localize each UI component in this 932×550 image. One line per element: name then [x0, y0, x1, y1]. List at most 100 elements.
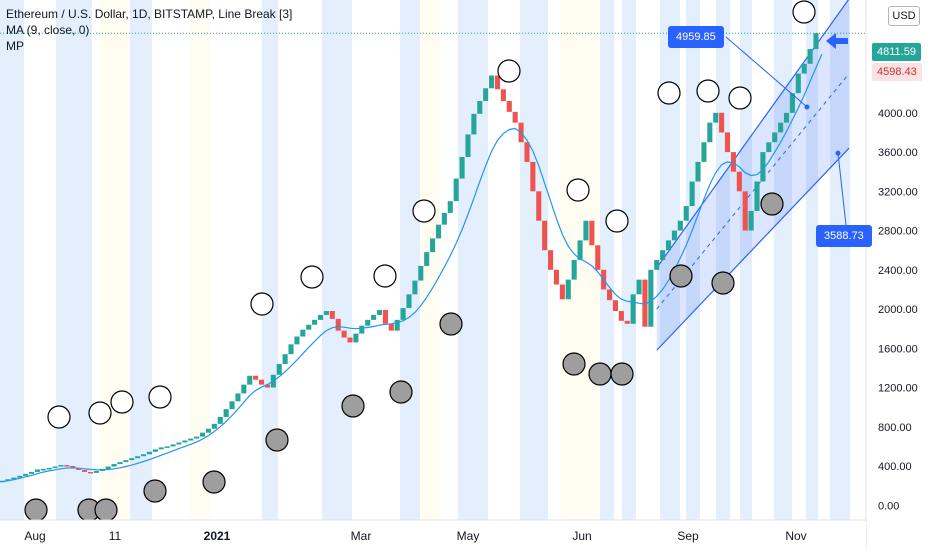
brick-up	[141, 454, 147, 457]
brick-up	[577, 240, 583, 260]
arrow-left-icon	[826, 33, 848, 49]
time-tick-label: Jun	[572, 529, 591, 543]
annotation-circles	[24, 0, 816, 522]
last-price-tag: 4811.59	[872, 43, 921, 61]
brick-up	[447, 201, 453, 213]
lower-callout-connector	[837, 153, 847, 226]
open-circle-marker	[657, 81, 681, 105]
session-band	[0, 0, 24, 520]
filled-circle-marker	[439, 312, 463, 336]
brick-up	[182, 440, 188, 443]
filled-circle-marker	[143, 479, 167, 503]
price-tick-label: 800.00	[878, 422, 912, 434]
brick-up	[665, 240, 672, 251]
brick-up	[188, 438, 194, 441]
open-circle-marker	[497, 59, 521, 83]
brick-down	[618, 311, 624, 321]
session-band	[774, 0, 792, 520]
session-band	[400, 0, 420, 520]
filled-circle-marker	[588, 362, 612, 386]
brick-up	[807, 49, 813, 64]
brick-up	[23, 473, 29, 476]
brick-up	[194, 436, 200, 439]
brick-up	[317, 314, 324, 320]
brick-down	[500, 89, 506, 102]
lower-channel-callout[interactable]: 3588.73	[816, 225, 872, 247]
time-tick-label: May	[457, 529, 480, 543]
filled-circle-marker	[94, 498, 118, 522]
time-axis-background	[0, 520, 866, 550]
lower-callout-dot	[835, 150, 841, 156]
price-tick-label: 4000.00	[878, 108, 918, 120]
session-band	[130, 0, 152, 520]
brick-up	[748, 210, 754, 231]
brick-up	[701, 142, 707, 162]
upper-callout-connector	[725, 36, 808, 108]
brick-down	[553, 269, 560, 285]
time-tick-label: Nov	[785, 529, 806, 543]
currency-button[interactable]: USD	[888, 6, 920, 26]
price-tick-label: 1200.00	[878, 383, 918, 395]
brick-down	[624, 320, 630, 324]
price-axis-background	[866, 0, 932, 550]
time-tick-label: Mar	[351, 529, 372, 543]
brick-up	[483, 88, 489, 102]
session-band	[740, 0, 752, 520]
brick-up	[306, 324, 312, 330]
brick-up	[58, 465, 64, 467]
session-band	[56, 0, 92, 520]
brick-down	[70, 466, 76, 468]
brick-down	[258, 379, 265, 385]
session-bands	[0, 0, 850, 520]
brick-up	[465, 134, 471, 157]
filled-circle-marker	[669, 264, 693, 288]
brick-up	[754, 181, 760, 211]
brick-up	[46, 468, 52, 470]
brick-up	[406, 294, 412, 309]
brick-down	[335, 318, 341, 331]
session-band	[600, 0, 614, 520]
price-tick-label: 2400.00	[878, 265, 918, 277]
brick-up	[435, 224, 442, 239]
brick-up	[28, 471, 35, 474]
ma-line	[1, 53, 823, 483]
brick-down	[642, 279, 648, 327]
brick-up	[636, 279, 642, 295]
brick-up	[795, 73, 801, 94]
brick-down	[612, 300, 618, 312]
brick-up	[565, 279, 571, 300]
session-band	[686, 0, 700, 520]
brick-down	[76, 468, 82, 470]
brick-up	[571, 260, 577, 280]
brick-up	[683, 206, 689, 221]
brick-up	[441, 212, 447, 225]
filled-circle-marker	[610, 362, 634, 386]
price-tick-label: 2800.00	[878, 226, 918, 238]
session-band	[420, 0, 440, 520]
brick-up	[135, 456, 141, 459]
time-tick-label: Sep	[677, 529, 699, 543]
upper-channel-callout[interactable]: 4959.85	[668, 26, 724, 48]
brick-up	[164, 446, 170, 448]
price-tick-label: 400.00	[878, 461, 912, 473]
brick-down	[536, 191, 542, 221]
brick-up	[654, 260, 660, 270]
open-circle-marker	[47, 405, 71, 429]
brick-up	[205, 428, 211, 433]
chart-legend: Ethereum / U.S. Dollar, 1D, BITSTAMP, Li…	[6, 6, 292, 54]
session-band	[830, 0, 850, 520]
brick-up	[783, 112, 790, 123]
brick-down	[87, 471, 94, 474]
open-circle-marker	[792, 0, 816, 24]
brick-up	[453, 178, 459, 202]
brick-down	[736, 171, 742, 192]
brick-up	[713, 112, 719, 123]
brick-down	[730, 152, 736, 172]
brick-down	[82, 469, 88, 472]
filled-circle-marker	[389, 380, 413, 404]
brick-up	[772, 132, 778, 143]
brick-up	[129, 458, 135, 461]
filled-circle-marker	[562, 352, 586, 376]
brick-down	[742, 191, 748, 231]
